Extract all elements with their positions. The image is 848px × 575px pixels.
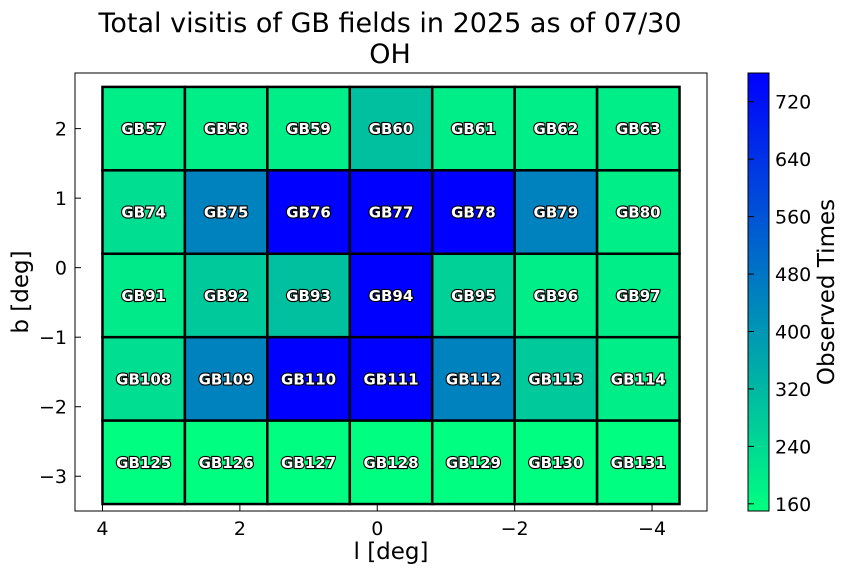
heatmap-cell xyxy=(183,252,269,339)
y-axis-label: b [deg] xyxy=(8,250,34,333)
cell-label: GB96 xyxy=(534,287,579,305)
x-tick-label: −4 xyxy=(638,518,666,540)
heatmap-cell xyxy=(513,419,599,506)
heatmap-cell xyxy=(595,252,681,339)
cell-label: GB93 xyxy=(286,287,331,305)
y-tick-label: 1 xyxy=(55,188,67,210)
cell-label: GB108 xyxy=(116,370,171,388)
heatmap-cell xyxy=(183,335,269,422)
y-tick-label: −2 xyxy=(39,397,67,419)
heatmap-cell xyxy=(513,335,599,422)
cell-label: GB74 xyxy=(121,204,166,222)
heatmap-cells: GB57 GB58 GB59 GB60 GB61 GB62 GB63 GB74 GB75 GB76… xyxy=(101,85,681,506)
cell-label: GB92 xyxy=(204,287,249,305)
x-tick-label: 0 xyxy=(371,518,383,540)
cell-label: GB63 xyxy=(616,120,661,138)
chart-subtitle: OH xyxy=(369,39,411,70)
heatmap-cell xyxy=(101,335,187,422)
cell-label: GB128 xyxy=(363,454,418,472)
x-tick-label: −2 xyxy=(501,518,529,540)
cell-label: GB111 xyxy=(363,370,418,388)
colorbar-tick-label: 720 xyxy=(775,92,811,114)
cell-label: GB62 xyxy=(534,120,579,138)
plot-frame xyxy=(74,72,708,512)
cell-label: GB58 xyxy=(204,120,249,138)
cell-label: GB130 xyxy=(528,454,583,472)
cell-label: GB95 xyxy=(451,287,496,305)
x-axis-ticks: 4 2 0 −2 −4 xyxy=(96,505,666,540)
cell-label: GB97 xyxy=(616,287,661,305)
heatmap-cell xyxy=(266,419,352,506)
cell-label: GB78 xyxy=(451,204,496,222)
cell-label: GB59 xyxy=(286,120,331,138)
heatmap-cell xyxy=(513,252,599,339)
cell-label: GB127 xyxy=(281,454,336,472)
cell-label: GB76 xyxy=(286,204,331,222)
cell-label: GB61 xyxy=(451,120,496,138)
y-tick-label: −1 xyxy=(39,327,67,349)
heatmap-cell xyxy=(101,85,187,172)
cell-label: GB126 xyxy=(199,454,254,472)
cell-label: GB125 xyxy=(116,454,171,472)
heatmap-cell xyxy=(430,169,516,256)
cell-label: GB129 xyxy=(446,454,501,472)
cell-label: GB110 xyxy=(281,370,336,388)
cell-label: GB91 xyxy=(121,287,166,305)
heatmap-cell xyxy=(595,169,681,256)
chart-title: Total visitis of GB fields in 2025 as of… xyxy=(97,8,681,39)
x-tick-label: 4 xyxy=(96,518,108,540)
heatmap-cell xyxy=(430,252,516,339)
cell-label: GB79 xyxy=(534,204,579,222)
x-tick-label: 2 xyxy=(234,518,246,540)
heatmap-cell xyxy=(101,169,187,256)
heatmap-cell xyxy=(266,169,352,256)
cell-label: GB80 xyxy=(616,204,661,222)
heatmap-cell xyxy=(513,85,599,172)
cell-label: GB131 xyxy=(611,454,666,472)
cell-label: GB77 xyxy=(369,204,414,222)
heatmap-cell xyxy=(183,85,269,172)
colorbar-tick-label: 480 xyxy=(775,264,811,286)
heatmap-cell xyxy=(595,419,681,506)
colorbar-tick-label: 320 xyxy=(775,379,811,401)
y-tick-label: −3 xyxy=(39,466,67,488)
colorbar-tick-label: 400 xyxy=(775,321,811,343)
cell-label: GB57 xyxy=(121,120,166,138)
heatmap-cell xyxy=(101,419,187,506)
colorbar-tick-label: 160 xyxy=(775,494,811,516)
y-tick-label: 2 xyxy=(55,119,67,141)
colorbar-label: Observed Times xyxy=(814,199,840,385)
colorbar-tick-label: 240 xyxy=(775,436,811,458)
cell-label: GB60 xyxy=(369,120,414,138)
cell-label: GB94 xyxy=(369,287,414,305)
cell-label: GB112 xyxy=(446,370,501,388)
colorbar xyxy=(747,72,770,512)
cell-label: GB75 xyxy=(204,204,249,222)
cell-label: GB114 xyxy=(611,370,666,388)
colorbar-tick-label: 560 xyxy=(775,207,811,229)
colorbar-tick-label: 640 xyxy=(775,149,811,171)
cell-label: GB113 xyxy=(528,370,583,388)
heatmap-cell xyxy=(266,252,352,339)
x-axis-label: l [deg] xyxy=(354,539,429,565)
cell-label: GB109 xyxy=(199,370,254,388)
colorbar-ticks: 160 240 320 400 480 560 640 720 xyxy=(748,92,811,516)
y-axis-ticks: 2 1 0 −1 −2 −3 xyxy=(39,119,81,488)
y-tick-label: 0 xyxy=(55,258,67,280)
